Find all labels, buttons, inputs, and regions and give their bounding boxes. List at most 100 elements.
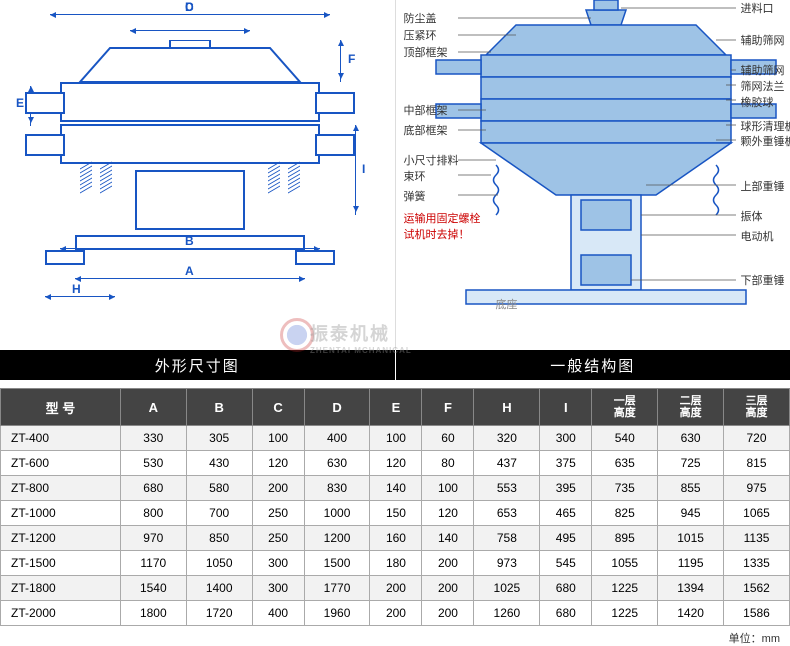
dim-label-I: I xyxy=(362,162,365,176)
dim-label-F: F xyxy=(348,52,355,66)
callout-lowerhammer: 下部重锤 xyxy=(741,272,785,288)
diagrams-area: D C F E I B A H xyxy=(0,0,790,350)
cell-value: 1394 xyxy=(658,576,724,601)
outlet-left xyxy=(25,92,65,114)
cell-value: 120 xyxy=(252,451,304,476)
callout-hammerplate: 颗外重锤板 xyxy=(741,133,790,149)
cell-value: 1260 xyxy=(474,601,540,626)
cell-model: ZT-1000 xyxy=(1,501,121,526)
callout-band: 束环 xyxy=(404,168,426,184)
cell-value: 1170 xyxy=(120,551,186,576)
cell-value: 855 xyxy=(658,476,724,501)
cell-value: 100 xyxy=(370,426,422,451)
spring-3 xyxy=(268,165,280,205)
cell-value: 1800 xyxy=(120,601,186,626)
foot-right xyxy=(295,250,335,265)
table-row: ZT-1200970850250120016014075849589510151… xyxy=(1,526,790,551)
table-row: ZT-800680580200830140100553395735855975 xyxy=(1,476,790,501)
cell-value: 830 xyxy=(304,476,370,501)
callout-inlet: 进料口 xyxy=(741,0,774,16)
callout-motor: 电动机 xyxy=(741,228,774,244)
cell-value: 300 xyxy=(252,551,304,576)
cell-value: 815 xyxy=(724,451,790,476)
cell-value: 720 xyxy=(724,426,790,451)
cell-value: 400 xyxy=(304,426,370,451)
caption-right: 一般结构图 xyxy=(396,350,790,380)
th-9: 一层高度 xyxy=(592,389,658,426)
watermark-text: 振泰机械 ZHENTAI MCHANICAL xyxy=(310,320,412,355)
cell-model: ZT-800 xyxy=(1,476,121,501)
watermark-latin: ZHENTAI MCHANICAL xyxy=(310,346,412,355)
cell-value: 200 xyxy=(370,601,422,626)
dim-arrow-C xyxy=(130,30,250,31)
outlet-right xyxy=(315,92,355,114)
cell-value: 680 xyxy=(540,601,592,626)
cell-value: 530 xyxy=(120,451,186,476)
cell-value: 970 xyxy=(120,526,186,551)
cell-value: 725 xyxy=(658,451,724,476)
watermark-logo-fill xyxy=(283,321,311,349)
spec-table-body: ZT-40033030510040010060320300540630720ZT… xyxy=(1,426,790,626)
cell-value: 1200 xyxy=(304,526,370,551)
cell-value: 945 xyxy=(658,501,724,526)
table-row: ZT-60053043012063012080437375635725815 xyxy=(1,451,790,476)
cell-value: 100 xyxy=(252,426,304,451)
cell-value: 895 xyxy=(592,526,658,551)
cell-model: ZT-1200 xyxy=(1,526,121,551)
callout-aux2: 辅助筛网 xyxy=(741,62,785,78)
cell-value: 735 xyxy=(592,476,658,501)
callout-flange: 筛网法兰 xyxy=(741,78,785,94)
dimension-diagram: D C F E I B A H xyxy=(0,0,396,350)
callout-aux1: 辅助筛网 xyxy=(741,32,785,48)
cell-value: 400 xyxy=(252,601,304,626)
cell-value: 1225 xyxy=(592,576,658,601)
cell-model: ZT-400 xyxy=(1,426,121,451)
dim-arrow-D xyxy=(50,14,330,15)
cell-value: 1335 xyxy=(724,551,790,576)
cell-model: ZT-2000 xyxy=(1,601,121,626)
cell-value: 630 xyxy=(304,451,370,476)
cell-value: 1420 xyxy=(658,601,724,626)
callout-transport-bolt: 运输用固定螺栓 试机时去掉！ xyxy=(404,210,481,242)
th-8: I xyxy=(540,389,592,426)
cell-value: 375 xyxy=(540,451,592,476)
cell-value: 395 xyxy=(540,476,592,501)
cell-value: 630 xyxy=(658,426,724,451)
dimension-figure: D C F E I B A H xyxy=(0,0,395,310)
cell-value: 700 xyxy=(186,501,252,526)
cell-value: 1500 xyxy=(304,551,370,576)
callout-smalloutlet: 小尺寸排料 xyxy=(404,152,459,168)
table-row: ZT-40033030510040010060320300540630720 xyxy=(1,426,790,451)
th-2: B xyxy=(186,389,252,426)
th-6: F xyxy=(422,389,474,426)
cell-value: 120 xyxy=(370,451,422,476)
cell-value: 160 xyxy=(370,526,422,551)
cell-value: 540 xyxy=(592,426,658,451)
th-10: 二层高度 xyxy=(658,389,724,426)
cell-value: 250 xyxy=(252,526,304,551)
cell-value: 1055 xyxy=(592,551,658,576)
cell-value: 1400 xyxy=(186,576,252,601)
cell-value: 680 xyxy=(120,476,186,501)
cell-value: 850 xyxy=(186,526,252,551)
th-4: D xyxy=(304,389,370,426)
callout-rubberball: 橡胶球 xyxy=(741,94,774,110)
callout-ballplate: 球形清理板 xyxy=(741,118,790,134)
cell-value: 1540 xyxy=(120,576,186,601)
cell-value: 1586 xyxy=(724,601,790,626)
cell-value: 1720 xyxy=(186,601,252,626)
cell-value: 200 xyxy=(370,576,422,601)
cell-value: 635 xyxy=(592,451,658,476)
table-row: ZT-1000800700250100015012065346582594510… xyxy=(1,501,790,526)
cell-value: 437 xyxy=(474,451,540,476)
cell-value: 200 xyxy=(252,476,304,501)
dim-arrow-F xyxy=(340,40,341,82)
cell-value: 825 xyxy=(592,501,658,526)
cell-value: 100 xyxy=(422,476,474,501)
base-plate xyxy=(75,235,305,250)
cell-value: 1015 xyxy=(658,526,724,551)
cell-value: 800 xyxy=(120,501,186,526)
cell-value: 653 xyxy=(474,501,540,526)
foot-left xyxy=(45,250,85,265)
callout-vibrator: 振体 xyxy=(741,208,763,224)
